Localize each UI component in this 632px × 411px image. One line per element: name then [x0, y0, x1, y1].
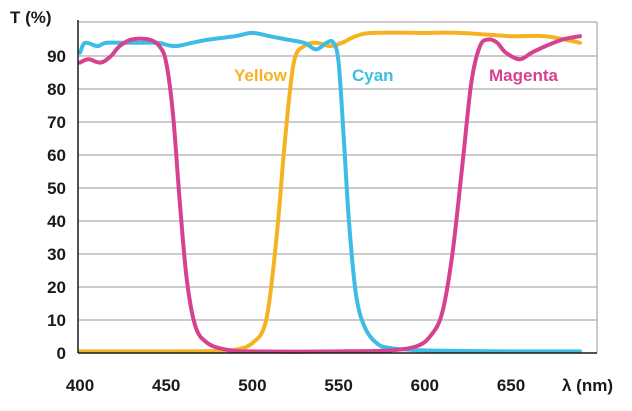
- series-group: [78, 30, 582, 354]
- y-tick-label: 90: [47, 47, 66, 66]
- y-tick-label: 50: [47, 179, 66, 198]
- y-tick-label: 40: [47, 212, 66, 231]
- x-tick-labels: 400 450 500 550 600 650: [66, 376, 525, 395]
- x-tick-label: 500: [238, 376, 266, 395]
- series-line-cyan: [78, 30, 582, 354]
- x-tick-label: 550: [324, 376, 352, 395]
- annotation-magenta: Magenta: [489, 66, 559, 85]
- x-tick-label: 450: [152, 376, 180, 395]
- y-tick-label: 80: [47, 80, 66, 99]
- y-tick-label: 30: [47, 245, 66, 264]
- y-tick-label: 0: [57, 344, 66, 363]
- x-tick-label: 650: [497, 376, 525, 395]
- series-annotations: Yellow Cyan Magenta: [234, 66, 559, 85]
- annotation-yellow: Yellow: [234, 66, 288, 85]
- x-tick-label: 400: [66, 376, 94, 395]
- y-tick-label: 70: [47, 113, 66, 132]
- x-axis-label: λ (nm): [562, 376, 613, 395]
- y-tick-label: 60: [47, 146, 66, 165]
- series-line-magenta: [78, 34, 582, 354]
- y-tick-label: 10: [47, 311, 66, 330]
- axes: [77, 20, 597, 354]
- y-tick-label: 20: [47, 278, 66, 297]
- annotation-cyan: Cyan: [352, 66, 394, 85]
- y-tick-labels: 0 10 20 30 40 50 60 70 80 90: [47, 47, 66, 363]
- y-axis-label: T (%): [10, 8, 52, 27]
- x-tick-label: 600: [411, 376, 439, 395]
